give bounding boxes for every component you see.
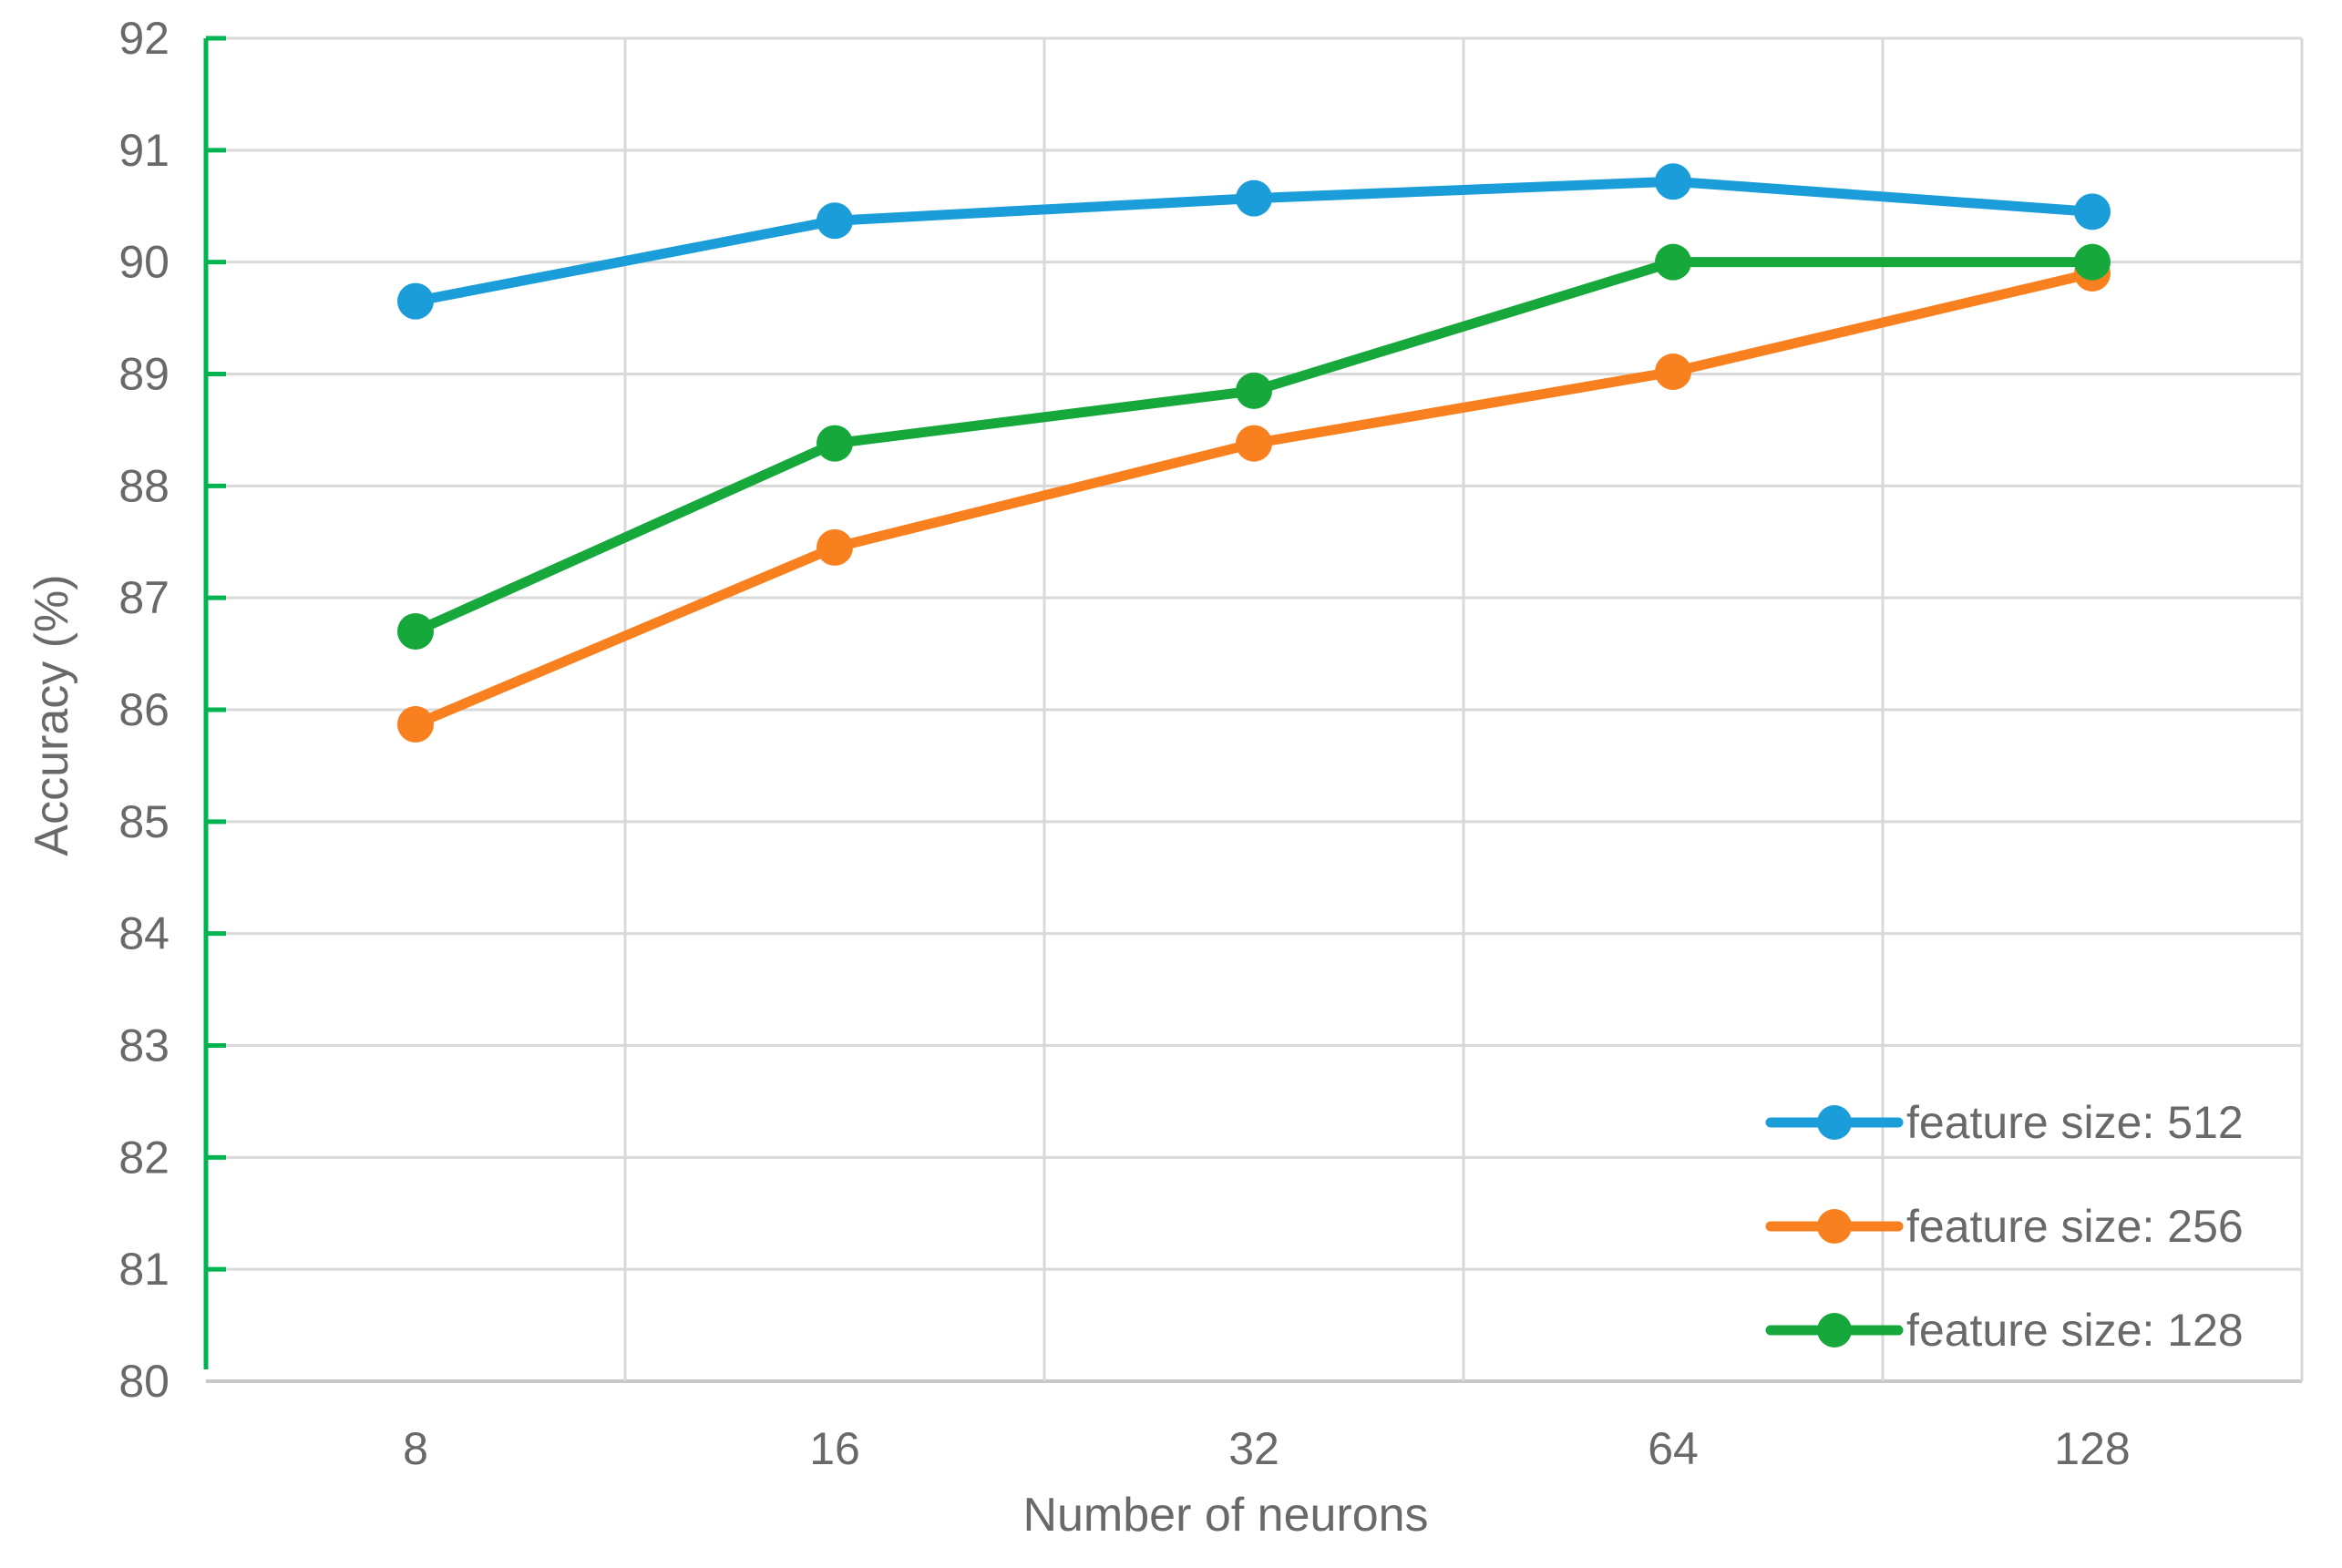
data-point-feature-size-512 [817, 202, 853, 240]
data-point-feature-size-256 [1236, 425, 1272, 462]
legend-marker-dot [1817, 1209, 1852, 1244]
y-tick-labels: 80 81 82 83 84 85 86 87 88 89 90 91 92 [118, 13, 169, 1407]
x-tick-label: 32 [1228, 1423, 1279, 1474]
data-point-feature-size-256 [1655, 354, 1691, 391]
x-tick-label: 16 [809, 1423, 860, 1474]
y-tick-label: 87 [118, 572, 169, 623]
y-tick-label: 90 [118, 237, 169, 288]
x-axis-title: Number of neurons [1022, 1489, 1428, 1542]
series-feature-size-512 [397, 163, 2111, 320]
x-tick-label: 64 [1648, 1423, 1699, 1474]
y-tick-label: 91 [118, 125, 169, 176]
series-feature-size-128 [397, 243, 2111, 651]
x-tick-labels: 8 16 32 64 128 [403, 1423, 2131, 1474]
data-point-feature-size-512 [2074, 193, 2111, 231]
legend-label: feature size: 512 [1906, 1097, 2244, 1148]
y-tick-label: 81 [118, 1244, 169, 1295]
legend-item-feature-size-512: feature size: 512 [1765, 1097, 2244, 1148]
data-point-feature-size-128 [1655, 243, 1691, 281]
data-point-feature-size-128 [397, 613, 434, 651]
legend-item-feature-size-128: feature size: 128 [1765, 1305, 2244, 1356]
y-tick-label: 92 [118, 13, 169, 64]
y-tick-label: 89 [118, 349, 169, 400]
data-point-feature-size-256 [397, 705, 434, 743]
data-point-feature-size-512 [397, 282, 434, 320]
y-tick-label: 88 [118, 460, 169, 511]
legend-item-feature-size-256: feature size: 256 [1765, 1201, 2244, 1252]
data-point-feature-size-128 [2074, 243, 2111, 281]
y-tick-label: 84 [118, 908, 169, 959]
data-point-feature-size-512 [1236, 179, 1272, 217]
y-tick-label: 83 [118, 1020, 169, 1071]
y-tick-label: 85 [118, 796, 169, 847]
legend-marker-dot [1817, 1313, 1852, 1348]
x-tick-label: 8 [403, 1423, 428, 1474]
y-tick-label: 86 [118, 684, 169, 735]
x-tick-label: 128 [2054, 1423, 2130, 1474]
y-axis-title: Accuracy (%) [26, 574, 78, 856]
legend: feature size: 512 feature size: 256 featur… [1765, 1097, 2244, 1356]
data-point-feature-size-512 [1655, 163, 1691, 200]
data-point-feature-size-128 [1236, 372, 1272, 409]
legend-label: feature size: 256 [1906, 1201, 2244, 1252]
series-feature-size-256 [397, 254, 2111, 743]
y-tick-label: 82 [118, 1132, 169, 1183]
y-tick-label: 80 [118, 1356, 169, 1407]
data-point-feature-size-128 [817, 425, 853, 462]
legend-marker-dot [1817, 1105, 1852, 1140]
y-axis [203, 36, 226, 1369]
data-point-feature-size-256 [817, 528, 853, 566]
legend-label: feature size: 128 [1906, 1305, 2244, 1356]
